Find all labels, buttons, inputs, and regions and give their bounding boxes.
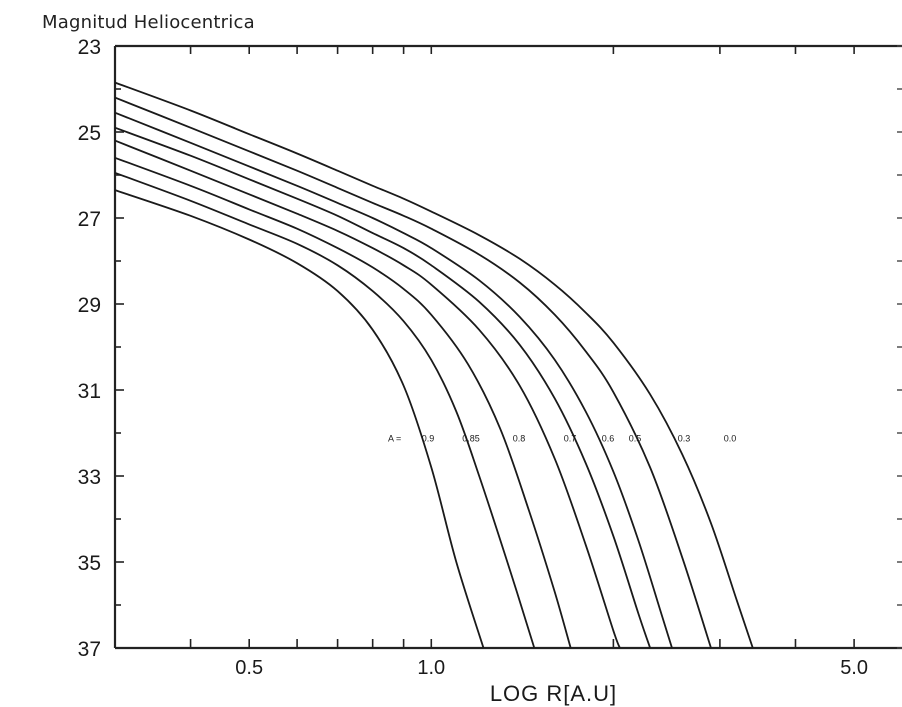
- curve-label: 0.85: [462, 434, 480, 444]
- x-tick-label: 5.0: [840, 657, 868, 679]
- x-tick-label: 0.5: [235, 657, 263, 679]
- curve-label: 0.3: [678, 434, 691, 444]
- curve-0-5: [114, 111, 673, 649]
- x-tick-label: 1.0: [417, 657, 445, 679]
- curve-label: 0.6: [602, 434, 615, 444]
- curve-0-8: [114, 156, 572, 649]
- curve-label: 0.8: [513, 434, 526, 444]
- y-tick-label: 31: [78, 380, 101, 403]
- y-tick-label: 23: [78, 36, 101, 59]
- curve-0-0: [114, 81, 754, 649]
- curve-labels: A = 0.9 0.85 0.8 0.7 0.6 0.5 0.3 0.0: [388, 434, 736, 444]
- curve-0-85: [114, 171, 536, 649]
- y-tick-label: 35: [78, 552, 101, 575]
- curve-0-7: [114, 139, 621, 649]
- axes: 23 25 27 29 31 33 35 37 0.5 1.0 5.0 LOG R[A.U]: [78, 36, 902, 706]
- curve-label: 0.0: [724, 434, 737, 444]
- curves: [114, 81, 754, 649]
- y-tick-label: 37: [78, 638, 101, 661]
- y-tick-label: 27: [78, 208, 101, 231]
- y-tick-label: 33: [78, 466, 101, 489]
- y-tick-label: 29: [78, 294, 101, 317]
- curve-label: 0.9: [422, 434, 435, 444]
- curve-label: 0.5: [629, 434, 642, 444]
- y-axis-title: Magnitud Heliocentrica: [42, 12, 255, 33]
- curve-label: 0.7: [564, 434, 577, 444]
- x-axis-title: LOG R[A.U]: [490, 681, 617, 706]
- curve-0-6: [114, 126, 651, 649]
- curve-0-9: [114, 189, 485, 649]
- curve-label-prefix: A =: [388, 434, 401, 444]
- y-tick-label: 25: [78, 122, 101, 145]
- curve-0-3: [114, 96, 712, 649]
